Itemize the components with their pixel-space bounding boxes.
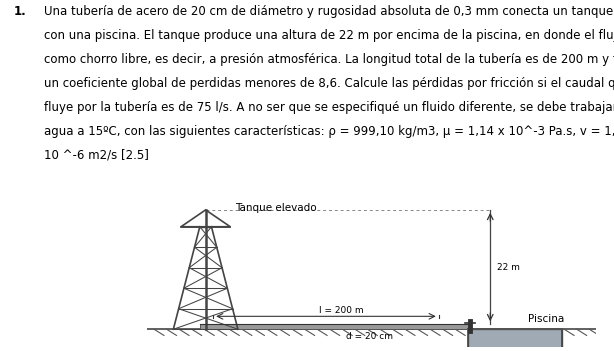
Text: 1.: 1. [14, 5, 26, 18]
Text: fluye por la tubería es de 75 l/s. A no ser que se especifiqué un fluido diferen: fluye por la tubería es de 75 l/s. A no … [44, 101, 614, 114]
Text: 10 ^-6 m2/s [2.5]: 10 ^-6 m2/s [2.5] [44, 148, 149, 161]
Bar [468, 329, 562, 351]
Text: Piscina: Piscina [528, 314, 565, 324]
Text: Una tubería de acero de 20 cm de diámetro y rugosidad absoluta de 0,3 mm conecta: Una tubería de acero de 20 cm de diámetr… [44, 5, 614, 18]
Text: 22 m: 22 m [497, 263, 520, 272]
Text: como chorro libre, es decir, a presión atmosférica. La longitud total de la tube: como chorro libre, es decir, a presión a… [44, 53, 614, 66]
Text: con una piscina. El tanque produce una altura de 22 m por encima de la piscina, : con una piscina. El tanque produce una a… [44, 29, 614, 42]
Text: Tanque elevado: Tanque elevado [235, 204, 316, 213]
Bar [200, 324, 468, 329]
Text: l = 200 m: l = 200 m [319, 306, 364, 315]
Text: agua a 15ºC, con las siguientes características: ρ = 999,10 kg/m3, μ = 1,14 x 10: agua a 15ºC, con las siguientes caracter… [44, 125, 614, 138]
Text: d = 20 cm: d = 20 cm [346, 332, 393, 341]
Text: un coeficiente global de perdidas menores de 8,6. Calcule las pérdidas por fricc: un coeficiente global de perdidas menore… [44, 77, 614, 90]
